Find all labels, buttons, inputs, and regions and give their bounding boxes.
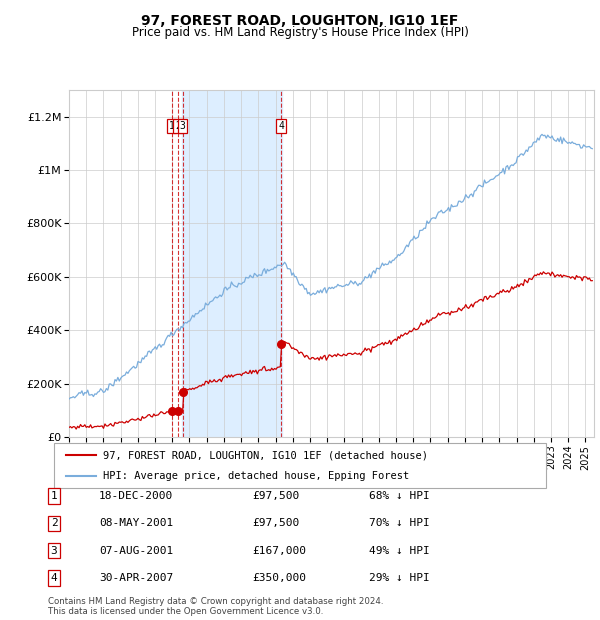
Text: £97,500: £97,500	[252, 518, 299, 528]
FancyBboxPatch shape	[54, 443, 546, 488]
Text: This data is licensed under the Open Government Licence v3.0.: This data is licensed under the Open Gov…	[48, 607, 323, 616]
Text: Price paid vs. HM Land Registry's House Price Index (HPI): Price paid vs. HM Land Registry's House …	[131, 26, 469, 39]
Text: £97,500: £97,500	[252, 491, 299, 501]
Text: 1: 1	[50, 491, 58, 501]
Text: £350,000: £350,000	[252, 573, 306, 583]
Text: 70% ↓ HPI: 70% ↓ HPI	[369, 518, 430, 528]
Text: HPI: Average price, detached house, Epping Forest: HPI: Average price, detached house, Eppi…	[103, 471, 409, 481]
Text: 18-DEC-2000: 18-DEC-2000	[99, 491, 173, 501]
Text: 2: 2	[175, 122, 181, 131]
Text: 07-AUG-2001: 07-AUG-2001	[99, 546, 173, 556]
Text: 3: 3	[179, 122, 185, 131]
Text: 68% ↓ HPI: 68% ↓ HPI	[369, 491, 430, 501]
Text: 4: 4	[50, 573, 58, 583]
Text: 49% ↓ HPI: 49% ↓ HPI	[369, 546, 430, 556]
Text: Contains HM Land Registry data © Crown copyright and database right 2024.: Contains HM Land Registry data © Crown c…	[48, 597, 383, 606]
Text: 08-MAY-2001: 08-MAY-2001	[99, 518, 173, 528]
Text: 97, FOREST ROAD, LOUGHTON, IG10 1EF (detached house): 97, FOREST ROAD, LOUGHTON, IG10 1EF (det…	[103, 450, 428, 461]
Bar	[182, 90, 281, 437]
Text: 4: 4	[278, 122, 284, 131]
Text: 97, FOREST ROAD, LOUGHTON, IG10 1EF: 97, FOREST ROAD, LOUGHTON, IG10 1EF	[142, 14, 458, 28]
Text: 2: 2	[50, 518, 58, 528]
Text: 3: 3	[50, 546, 58, 556]
Text: 29% ↓ HPI: 29% ↓ HPI	[369, 573, 430, 583]
Text: 1: 1	[169, 122, 175, 131]
Text: 30-APR-2007: 30-APR-2007	[99, 573, 173, 583]
Text: £167,000: £167,000	[252, 546, 306, 556]
